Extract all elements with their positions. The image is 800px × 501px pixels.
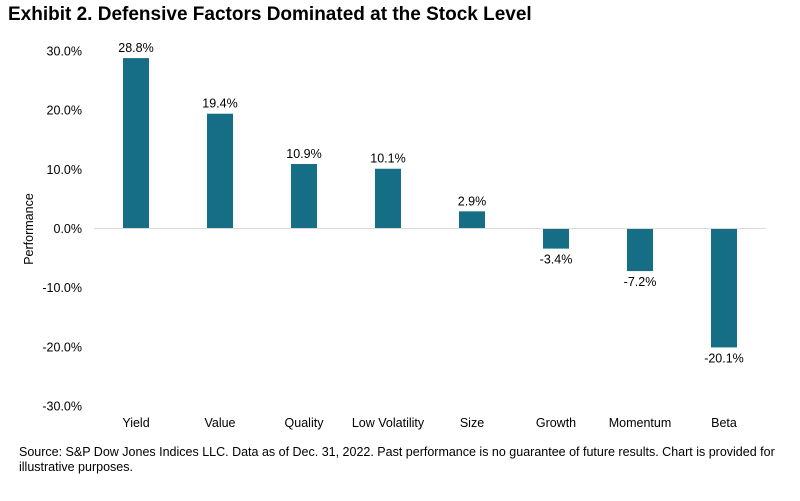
data-label: -7.2% <box>624 275 657 289</box>
y-tick-label: 10.0% <box>47 163 82 177</box>
y-tick-label: -20.0% <box>42 340 82 354</box>
y-axis-label: Performance <box>22 193 36 265</box>
source-note: Source: S&P Dow Jones Indices LLC. Data … <box>19 445 775 474</box>
data-label: -3.4% <box>540 253 573 267</box>
data-label: 2.9% <box>458 194 487 208</box>
x-tick-label: Yield <box>122 416 149 430</box>
data-label: 19.4% <box>202 97 237 111</box>
data-label: 28.8% <box>118 41 153 55</box>
bar-growth <box>543 228 569 249</box>
data-label: 10.1% <box>370 152 405 166</box>
data-labels: 28.8% 19.4% 10.9% 10.1% 2.9% -3.4% -7.2% -20.1% <box>118 41 744 365</box>
x-tick-label: Size <box>460 416 484 430</box>
data-label: 10.9% <box>286 147 321 161</box>
y-axis-ticks: 30.0% 20.0% 10.0% 0.0% -10.0% -20.0% -30.0% <box>42 45 82 414</box>
x-tick-label: Growth <box>536 416 576 430</box>
bars <box>123 58 737 348</box>
bar-yield <box>123 58 149 229</box>
data-label: -20.1% <box>704 351 744 365</box>
x-tick-label: Momentum <box>609 416 672 430</box>
bar-beta <box>711 228 737 348</box>
bar-size <box>459 211 485 229</box>
x-tick-label: Low Volatility <box>352 416 425 430</box>
y-tick-label: 20.0% <box>47 104 82 118</box>
bar-quality <box>291 164 317 229</box>
y-tick-label: -10.0% <box>42 281 82 295</box>
x-tick-label: Quality <box>285 416 325 430</box>
bar-value <box>207 113 233 229</box>
bar-momentum <box>627 228 653 272</box>
x-tick-label: Beta <box>711 416 737 430</box>
y-tick-label: 30.0% <box>47 45 82 59</box>
y-tick-label: -30.0% <box>42 400 82 414</box>
chart-title: Exhibit 2. Defensive Factors Dominated a… <box>8 4 532 25</box>
y-tick-label: 0.0% <box>54 222 83 236</box>
x-tick-label: Value <box>204 416 235 430</box>
x-axis-ticks: Yield Value Quality Low Volatility Size Growt… <box>122 416 737 430</box>
bar-chart: 30.0% 20.0% 10.0% 0.0% -10.0% -20.0% -30.0% 28… <box>22 41 766 430</box>
bar-low-volatility <box>375 168 401 229</box>
